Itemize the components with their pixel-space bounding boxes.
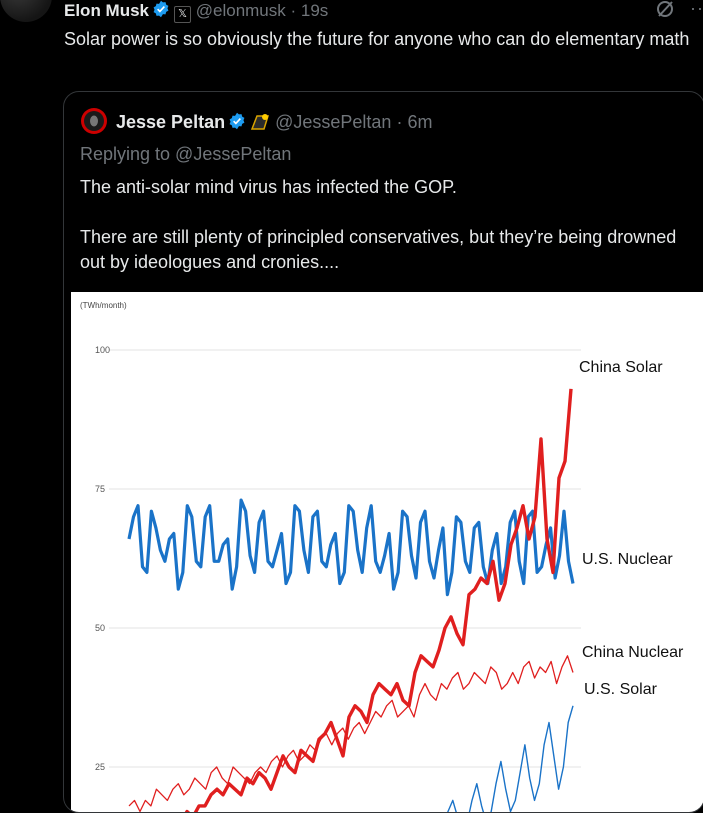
tweet-text: Solar power is so obviously the future f… xyxy=(64,29,690,49)
author-handle[interactable]: @elonmusk xyxy=(195,1,286,20)
series-label: China Nuclear xyxy=(582,644,684,661)
y-tick-label: 25 xyxy=(95,762,105,772)
separator-dot: · xyxy=(391,112,408,132)
energy-chart: (TWh/month) 100 75 50 25 U.S. Nuclear China … xyxy=(80,301,684,812)
quoted-text-paragraph-1: The anti-solar mind virus has infected t… xyxy=(80,177,457,197)
series-line-china-nuclear xyxy=(128,655,574,812)
quoted-author-name[interactable]: Jesse Peltan xyxy=(116,112,226,132)
quoted-tweet-time[interactable]: 6m xyxy=(407,112,433,132)
y-tick-label: 50 xyxy=(95,623,105,633)
series-line-china-solar xyxy=(184,388,573,812)
series-label: China Solar xyxy=(579,359,663,376)
series-line-u-s-solar xyxy=(447,705,574,812)
replying-to[interactable]: Replying to @JessePeltan xyxy=(80,144,292,164)
author-name[interactable]: Elon Musk xyxy=(64,1,150,20)
series-label: U.S. Solar xyxy=(584,681,658,698)
tweet-header: Elon Musk 𝕏 @elonmusk · 19s xyxy=(64,0,329,23)
y-tick-label: 75 xyxy=(95,484,105,494)
chart-unit-label: (TWh/month) xyxy=(80,301,127,310)
quoted-tweet-text: The anti-solar mind virus has infected t… xyxy=(80,175,680,275)
author-avatar[interactable] xyxy=(0,0,52,22)
x-affiliation-icon: 𝕏 xyxy=(174,6,192,23)
grok-icon[interactable] xyxy=(655,0,675,24)
quoted-author-handle[interactable]: @JessePeltan xyxy=(275,112,392,132)
series-label: U.S. Nuclear xyxy=(582,551,673,568)
verified-badge-icon xyxy=(228,112,246,134)
quoted-author-avatar[interactable] xyxy=(81,108,107,134)
separator-dot: · xyxy=(285,1,301,20)
tweet-time[interactable]: 19s xyxy=(300,1,329,20)
quoted-text-paragraph-2: There are still plenty of principled con… xyxy=(80,227,677,272)
chart-image[interactable]: (TWh/month) 100 75 50 25 U.S. Nuclear China … xyxy=(71,292,703,812)
verified-badge-icon xyxy=(152,0,170,22)
more-options-icon[interactable]: ··· xyxy=(690,0,703,18)
quoted-header: Jesse Peltan @JessePeltan · 6m xyxy=(116,112,432,135)
solar-panel-emoji-icon xyxy=(250,113,270,135)
series-line-u-s-nuclear xyxy=(127,498,575,597)
avatar-mask-icon xyxy=(84,111,104,131)
quoted-tweet[interactable]: Jesse Peltan @JessePeltan · 6m Replying … xyxy=(63,91,703,813)
y-tick-label: 100 xyxy=(95,345,110,355)
